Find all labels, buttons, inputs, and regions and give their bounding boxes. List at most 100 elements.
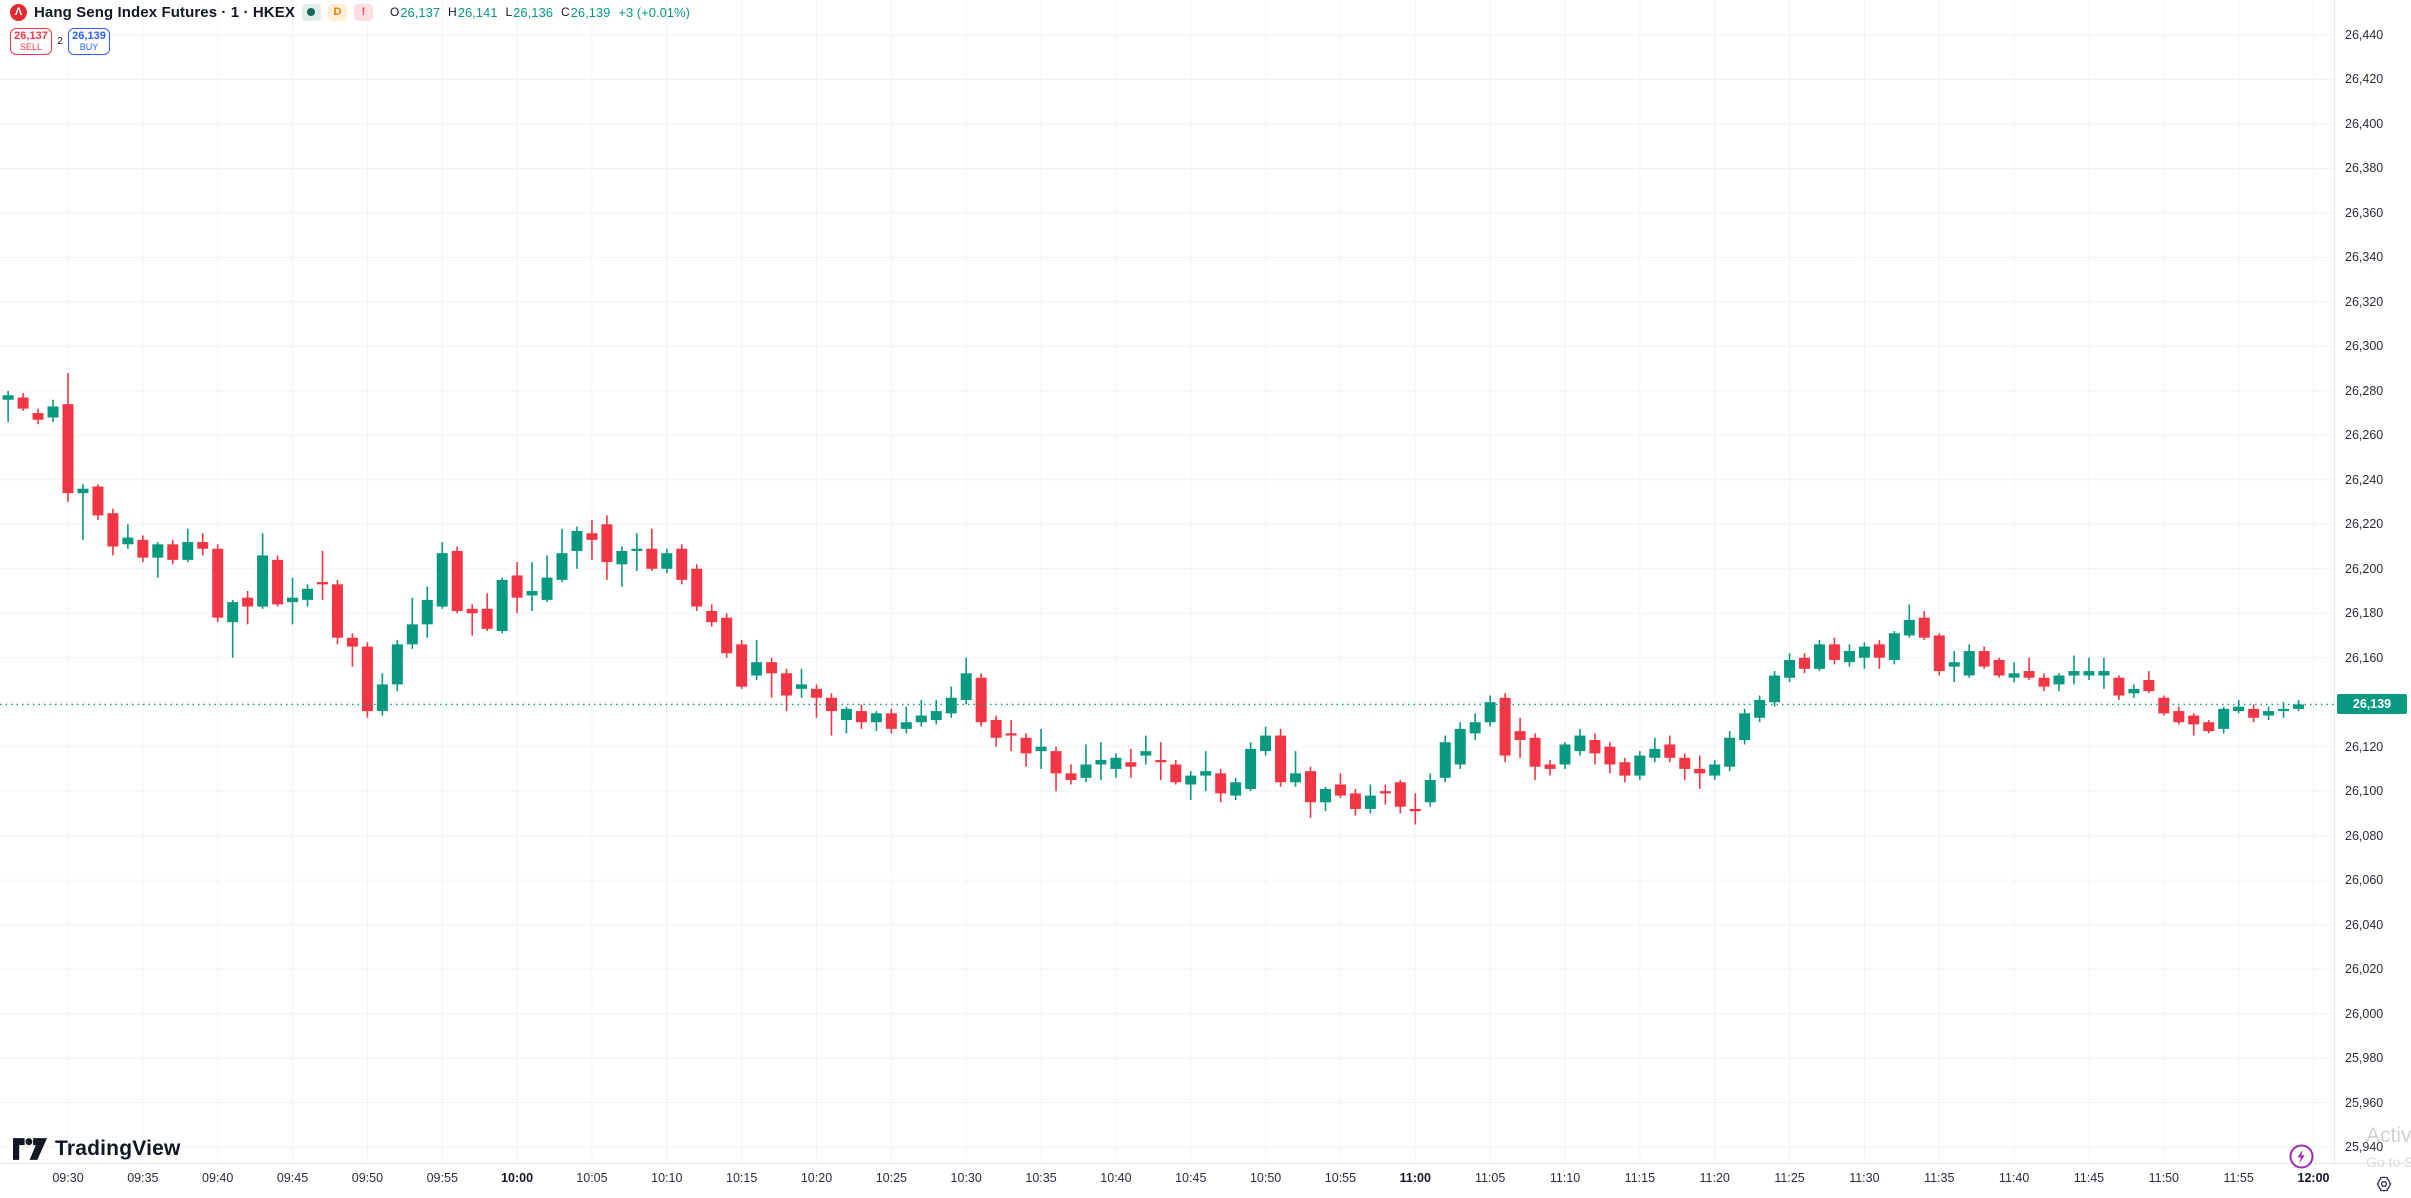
trade-panel: 26,137 SELL 2 26,139 BUY <box>10 28 110 55</box>
candle <box>1813 644 1825 669</box>
time-tick-label: 12:00 <box>2297 1171 2330 1185</box>
candle <box>990 719 1002 738</box>
candle <box>736 644 748 687</box>
candle <box>586 533 598 540</box>
candle <box>32 413 44 420</box>
time-tick-label: 11:15 <box>1624 1171 1656 1185</box>
candle <box>406 624 418 645</box>
candle <box>466 608 478 614</box>
candle <box>1574 735 1586 752</box>
candle <box>1978 651 1990 667</box>
time-tick-label: 11:25 <box>1774 1171 1805 1185</box>
candle <box>1275 735 1287 783</box>
candle <box>811 688 822 698</box>
candle <box>1828 644 1840 660</box>
candle <box>1888 633 1900 660</box>
tradingview-logo-icon <box>13 1138 47 1160</box>
candle <box>1215 773 1227 794</box>
candle <box>1529 737 1541 767</box>
price-tick-label: 26,280 <box>2345 383 2384 398</box>
candle <box>1290 773 1302 783</box>
candle <box>1858 646 1870 658</box>
candle <box>481 608 493 629</box>
candle <box>1185 775 1197 785</box>
price-tick-label: 26,180 <box>2345 606 2384 621</box>
sell-button[interactable]: 26,137 SELL <box>10 28 52 55</box>
candle <box>781 673 793 696</box>
candle <box>1948 662 1960 667</box>
price-tick-label: 26,040 <box>2345 917 2384 932</box>
candle <box>1963 651 1975 676</box>
candle <box>2038 677 2050 687</box>
candle <box>1873 644 1885 658</box>
time-tick-label: 10:10 <box>651 1171 683 1185</box>
price-tick-label: 26,220 <box>2345 517 2384 532</box>
lightning-icon <box>2289 1144 2314 1169</box>
time-tick-label: 09:35 <box>127 1171 159 1185</box>
high-letter: H <box>448 5 457 19</box>
candle <box>646 548 658 569</box>
candle <box>2203 722 2215 732</box>
price-tick-label: 26,020 <box>2345 962 2384 977</box>
symbol-title[interactable]: Hang Seng Index Futures · 1 · HKEX <box>34 3 295 21</box>
market-status-badge[interactable] <box>301 3 321 21</box>
time-tick-label: 11:55 <box>2223 1171 2254 1185</box>
candle <box>17 397 29 409</box>
go-to-realtime-button[interactable] <box>2289 1144 2314 1169</box>
candle <box>1694 768 1706 774</box>
candle <box>1409 808 1421 812</box>
candle <box>1634 755 1646 776</box>
candle <box>1724 737 1736 767</box>
time-tick-label: 10:15 <box>726 1171 758 1185</box>
candle <box>1035 746 1047 752</box>
low-letter: L <box>505 5 513 19</box>
time-tick-label: 11:40 <box>1998 1171 2030 1185</box>
time-tick-label: 11:10 <box>1549 1171 1581 1185</box>
candle <box>556 553 568 580</box>
candle <box>1933 635 1945 672</box>
candle <box>766 662 778 674</box>
buy-price: 26,139 <box>72 30 106 42</box>
candle <box>1065 773 1077 781</box>
time-tick-label: 11:00 <box>1399 1171 1431 1185</box>
candle <box>751 662 763 676</box>
candle <box>361 646 373 712</box>
candle <box>796 684 808 689</box>
time-tick-label: 11:05 <box>1474 1171 1506 1185</box>
candle <box>2173 711 2185 723</box>
candle <box>915 715 927 723</box>
candle <box>1155 760 1167 763</box>
candle <box>631 548 643 551</box>
buy-button[interactable]: 26,139 BUY <box>68 28 110 55</box>
price-tick-label: 26,260 <box>2345 428 2384 443</box>
price-tick-label: 26,120 <box>2345 739 2384 754</box>
candle <box>676 548 688 580</box>
candle <box>1589 740 1601 754</box>
alert-badge[interactable]: ! <box>353 3 373 21</box>
candle <box>1784 659 1796 678</box>
time-tick-label: 10:20 <box>800 1171 833 1185</box>
price-tick-label: 26,300 <box>2345 339 2384 354</box>
tradingview-watermark[interactable]: TradingView <box>13 1137 181 1161</box>
candle <box>526 591 538 596</box>
candle <box>1559 744 1571 765</box>
candle <box>302 588 314 600</box>
symbol-header: Λ Hang Seng Index Futures · 1 · HKEX D !… <box>10 3 690 21</box>
candle <box>1095 760 1107 765</box>
open-value: 26,137 <box>400 4 441 20</box>
candle <box>691 568 703 607</box>
time-tick-label: 09:45 <box>276 1171 309 1185</box>
daily-interval-badge[interactable]: D <box>327 3 347 21</box>
candle <box>182 542 194 560</box>
candle <box>1020 737 1032 754</box>
candle <box>1140 751 1152 756</box>
time-tick-label: 09:30 <box>52 1171 84 1185</box>
candle <box>2233 706 2245 712</box>
candle <box>1170 764 1182 783</box>
axis-settings-button[interactable] <box>2375 1175 2393 1193</box>
sell-price: 26,137 <box>14 30 48 42</box>
price-tick-label: 26,060 <box>2345 873 2384 888</box>
candle <box>62 404 74 494</box>
candle <box>900 722 912 729</box>
